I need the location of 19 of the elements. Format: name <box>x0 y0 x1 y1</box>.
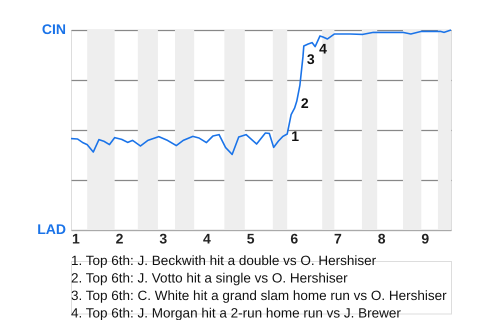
text: 2. Top 6th: J. Votto hit a single vs O. Hershiser <box>71 270 348 286</box>
annotation: 4 <box>319 40 328 57</box>
x-tick-label: 7 <box>334 230 342 246</box>
x-tick-label: 9 <box>421 230 430 246</box>
x-tick-label: 1 <box>72 230 80 246</box>
text: CIN <box>42 21 66 37</box>
x-tick-label: 3 <box>159 230 168 246</box>
x-tick-label: 6 <box>290 230 298 246</box>
text: 3. Top 6th: C. White hit a grand slam home run vs O. Hershiser <box>71 288 448 303</box>
x-tick-label: 8 <box>378 230 386 246</box>
annotation: 2 <box>300 95 309 111</box>
text: 1. Top 6th: J. Beckwith hit a double vs O. Hershiser <box>71 253 377 268</box>
annotation: 1 <box>291 128 300 144</box>
x-tick-label: 2 <box>116 230 124 246</box>
text: 4. Top 6th: J. Morgan hit a 2-run home run vs J. Brewer <box>71 306 402 320</box>
text: LAD <box>37 221 66 237</box>
annotation: 3 <box>306 51 315 67</box>
x-tick-label: 4 <box>203 230 212 246</box>
x-tick-label: 5 <box>246 230 255 246</box>
